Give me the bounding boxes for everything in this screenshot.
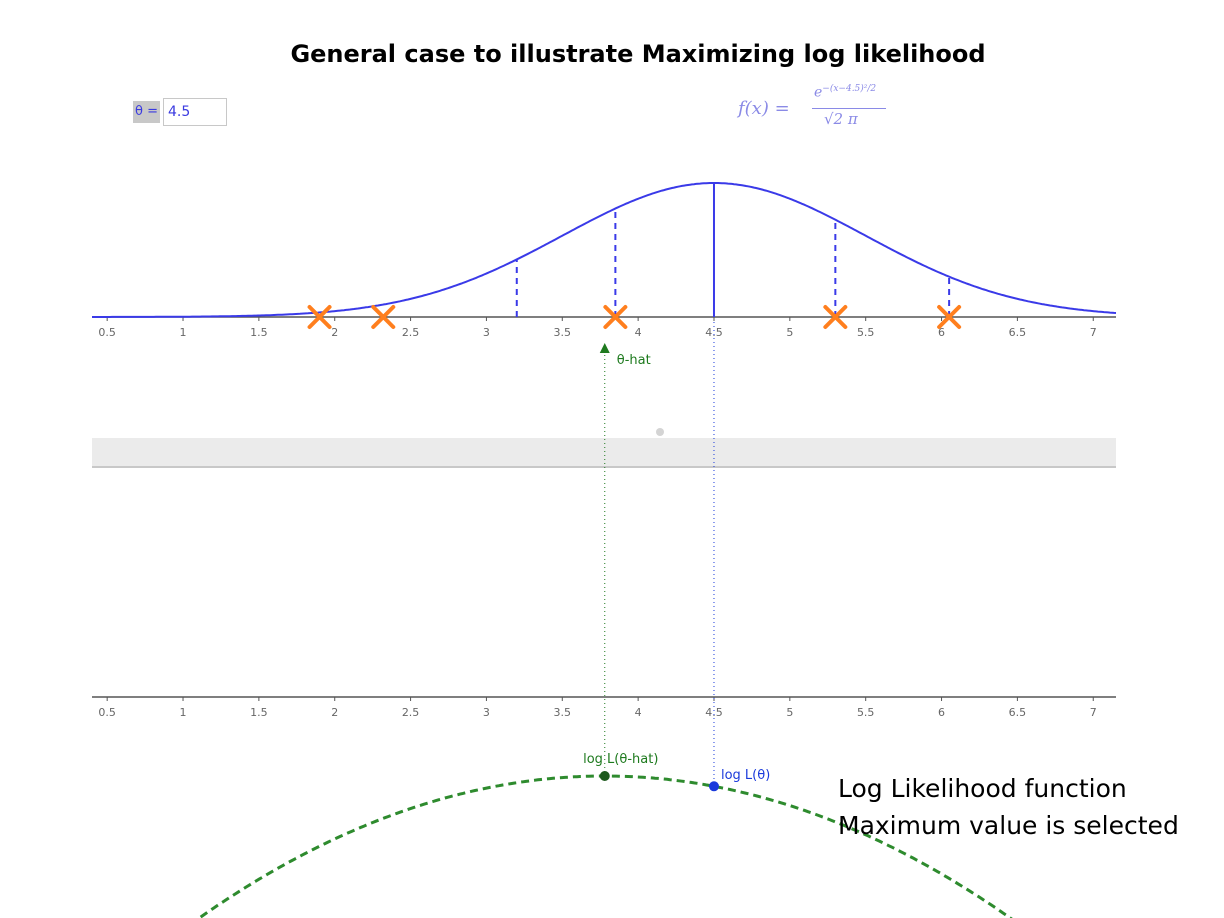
page-title: General case to illustrate Maximizing lo…	[290, 40, 986, 68]
sample-x-marker	[603, 305, 628, 329]
lower-axis-tick-label: 3.5	[554, 706, 572, 719]
upper-axis-tick-label: 2	[331, 326, 338, 339]
sample-x-marker	[937, 305, 962, 329]
lower-axis-tick-label: 4.5	[705, 706, 723, 719]
log-L-theta-hat-label: log L(θ-hat)	[583, 752, 658, 767]
note-line-2: Maximum value is selected	[838, 811, 1179, 840]
lower-axis-tick-label: 0.5	[98, 706, 116, 719]
upper-axis-tick-label: 1.5	[250, 326, 268, 339]
upper-axis-tick-label: 5	[786, 326, 793, 339]
formula-lhs: f(x) =	[738, 98, 790, 119]
lower-axis-tick-label: 1.5	[250, 706, 268, 719]
lower-axis-tick-label: 4	[635, 706, 642, 719]
formula-fraction-bar	[812, 108, 886, 109]
sample-x-marker	[823, 305, 848, 329]
sample-x-marker	[307, 305, 332, 329]
lower-axis-tick-label: 2	[331, 706, 338, 719]
upper-axis-tick-label: 4	[635, 326, 642, 339]
view-divider[interactable]	[92, 438, 1116, 468]
annotation-note: Log Likelihood function Maximum value is…	[838, 770, 1179, 844]
note-line-1: Log Likelihood function	[838, 774, 1127, 803]
lower-axis-tick-label: 1	[180, 706, 187, 719]
divider-handle[interactable]	[656, 428, 664, 436]
theta-input-label: θ =	[133, 101, 160, 123]
log-L-theta-point	[708, 781, 719, 792]
upper-axis-tick-label: 7	[1090, 326, 1097, 339]
lower-axis-tick-label: 3	[483, 706, 490, 719]
theta-hat-label: θ-hat	[617, 353, 651, 368]
upper-axis-tick-label: 4.5	[705, 326, 723, 339]
upper-axis-tick-label: 3.5	[554, 326, 572, 339]
formula-exponent: −(x−4.5)²/2	[822, 84, 877, 94]
lower-axis-tick-label: 6.5	[1009, 706, 1027, 719]
lower-axis-tick-label: 5.5	[857, 706, 875, 719]
formula-numerator-base: e	[814, 84, 823, 101]
log-L-theta-hat-point	[599, 771, 610, 781]
upper-axis-tick-label: 2.5	[402, 326, 420, 339]
upper-axis-tick-label: 6.5	[1009, 326, 1027, 339]
upper-axis-tick-label: 0.5	[98, 326, 116, 339]
lower-axis-tick-label: 6	[938, 706, 945, 719]
lower-axis-tick-label: 7	[1090, 706, 1097, 719]
log-L-theta-label: log L(θ)	[721, 768, 770, 783]
formula-numerator: e−(x−4.5)²/2	[814, 84, 876, 101]
lower-axis-tick-label: 2.5	[402, 706, 420, 719]
formula-denominator: √2 π	[824, 110, 858, 128]
upper-axis-tick-label: 5.5	[857, 326, 875, 339]
log-likelihood-curve	[196, 774, 1013, 918]
upper-axis-tick-label: 1	[180, 326, 187, 339]
upper-axis-tick-label: 6	[938, 326, 945, 339]
upper-axis-tick-label: 3	[483, 326, 490, 339]
lower-axis-tick-label: 5	[786, 706, 793, 719]
theta-hat-marker	[599, 343, 610, 353]
theta-input[interactable]	[162, 98, 227, 126]
theta-input-group[interactable]: θ =	[133, 96, 227, 128]
sample-x-marker	[371, 305, 396, 329]
density-curve	[92, 182, 1117, 318]
